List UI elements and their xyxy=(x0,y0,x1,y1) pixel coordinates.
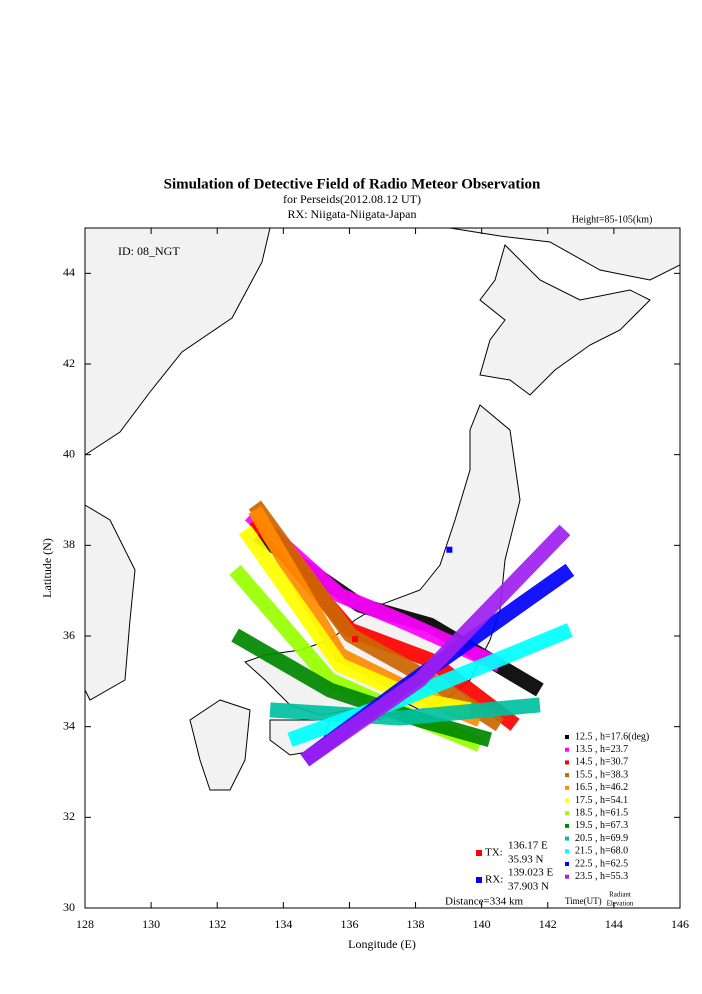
y-tick-label: 30 xyxy=(63,900,75,914)
x-tick-label: 144 xyxy=(605,917,623,931)
legend-swatch xyxy=(565,785,569,790)
legend-entry: 19.5 , h=67.3 xyxy=(575,820,628,831)
x-tick-label: 138 xyxy=(407,917,425,931)
sakhalin xyxy=(449,227,681,281)
continent xyxy=(84,227,271,456)
plot-frame xyxy=(84,227,681,909)
legend-entry: 21.5 , h=68.0 xyxy=(575,846,628,857)
legend-time: Time(UT) xyxy=(565,896,602,906)
detection-band xyxy=(238,525,472,718)
hokkaido xyxy=(479,244,651,396)
rx-label: RX: xyxy=(485,874,503,886)
legend-swatch xyxy=(565,735,569,739)
legend-swatch xyxy=(565,849,569,854)
legend-entry: 20.5 , h=69.9 xyxy=(575,833,628,844)
height-note: Height=85-105(km) xyxy=(572,214,653,225)
legend-swatch xyxy=(565,836,569,841)
rx-marker xyxy=(446,546,453,553)
x-tick-label: 130 xyxy=(142,917,160,931)
x-axis-label: Longitude (E) xyxy=(348,937,416,951)
x-tick-label: 140 xyxy=(473,917,491,931)
legend-swatch xyxy=(565,874,569,879)
y-tick-label: 44 xyxy=(63,265,75,279)
y-tick-label: 42 xyxy=(63,356,75,370)
chart-title: Simulation of Detective Field of Radio M… xyxy=(164,176,541,192)
legend-entry: 23.5 , h=55.3 xyxy=(575,871,628,882)
rx-legend-swatch xyxy=(476,877,482,883)
rx-site: RX: Niigata-Niigata-Japan xyxy=(288,207,417,221)
tx-lon: 136.17 E xyxy=(508,840,548,852)
legend-swatch xyxy=(565,811,569,816)
kyushu xyxy=(189,699,251,791)
legend-entry: 13.5 , h=23.7 xyxy=(575,744,628,755)
detection-band xyxy=(269,697,541,726)
id-label: ID: 08_NGT xyxy=(118,244,180,258)
legend-entry: 14.5 , h=30.7 xyxy=(575,757,628,768)
legend-entry: 18.5 , h=61.5 xyxy=(575,807,628,818)
legend-radiant: Radiant xyxy=(609,891,631,899)
tx-legend-swatch xyxy=(476,850,482,856)
tx-lat: 35.93 N xyxy=(508,854,544,866)
x-tick-label: 136 xyxy=(340,917,358,931)
x-tick-label: 142 xyxy=(539,917,557,931)
legend-swatch xyxy=(565,747,569,752)
y-tick-label: 36 xyxy=(63,628,75,642)
y-tick-label: 32 xyxy=(63,809,75,823)
y-tick-label: 34 xyxy=(63,718,75,732)
korea xyxy=(84,504,136,701)
x-tick-label: 132 xyxy=(208,917,226,931)
legend-entry: 17.5 , h=54.1 xyxy=(575,795,628,806)
detection-band xyxy=(300,524,571,767)
legend-swatch xyxy=(565,862,569,866)
y-tick-label: 40 xyxy=(63,446,75,460)
tx-label: TX: xyxy=(485,847,503,859)
y-axis-label: Latitude (N) xyxy=(40,538,54,598)
tx-marker xyxy=(352,636,359,643)
legend-swatch xyxy=(565,823,569,828)
x-tick-label: 146 xyxy=(671,917,689,931)
legend-elevation: Elevation xyxy=(607,900,634,908)
legend-entry: 15.5 , h=38.3 xyxy=(575,769,628,780)
legend-entry: 16.5 , h=46.2 xyxy=(575,782,628,793)
legend-swatch xyxy=(565,760,569,765)
legend-entry: 12.5 , h=17.6(deg) xyxy=(575,731,649,742)
legend-swatch xyxy=(565,773,569,778)
legend-entry: 22.5 , h=62.5 xyxy=(575,858,628,869)
rx-lon: 139.023 E xyxy=(508,867,554,879)
legend-swatch xyxy=(565,798,569,803)
distance: Distance=334 km xyxy=(445,896,523,908)
y-tick-label: 38 xyxy=(63,537,75,551)
x-tick-label: 128 xyxy=(76,917,94,931)
chart-subtitle: for Perseids(2012.08.12 UT) xyxy=(283,192,421,206)
x-tick-label: 134 xyxy=(274,917,292,931)
rx-lat: 37.903 N xyxy=(508,881,549,893)
